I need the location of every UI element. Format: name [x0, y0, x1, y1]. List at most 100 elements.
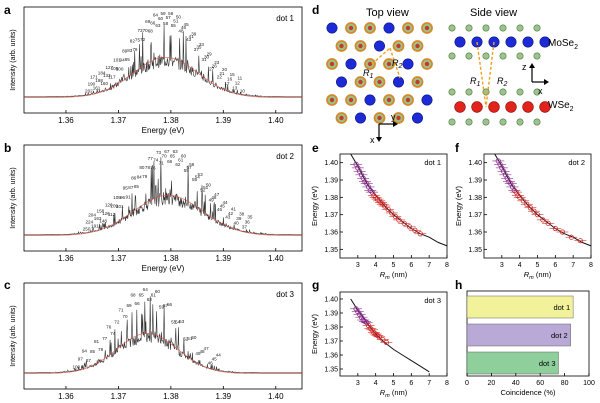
x-axis-label: Energy (eV): [142, 126, 185, 135]
x-axis-label: Rm (nm): [380, 388, 408, 399]
se-atom: [465, 24, 473, 32]
peak-label: 44: [216, 352, 222, 357]
peak-label: 21: [219, 71, 225, 76]
peak-label: 53: [179, 319, 185, 324]
spectrum-fit-line: [24, 194, 302, 236]
se-atom: [533, 88, 541, 96]
r2-label-top: R2: [392, 58, 403, 70]
y-tick-label: 1.39: [324, 311, 338, 318]
data-point: [520, 198, 526, 204]
peak-label: 57: [186, 165, 192, 170]
se-atom: [533, 24, 541, 32]
x-tick-label: 1.36: [58, 116, 74, 125]
w-atom-core: [415, 79, 420, 85]
peak-label: 87: [86, 358, 92, 363]
data-point: [380, 336, 386, 343]
peak-label: 120: [105, 203, 113, 208]
se-atom: [465, 118, 473, 126]
se-atom: [465, 88, 473, 96]
x-tick-label: 5: [392, 262, 396, 269]
peak-label: 94: [120, 58, 126, 63]
peak-label: 44: [222, 200, 228, 205]
data-point: [531, 208, 537, 214]
x-tick-label: 5: [536, 262, 540, 269]
peak-label: 50: [191, 335, 197, 340]
x-tick-label: 3: [500, 262, 504, 269]
peak-label: 56: [168, 11, 174, 16]
peak-label: 27: [209, 67, 215, 72]
peak-label: 80: [139, 165, 145, 170]
r2-label-side: R2: [497, 76, 508, 88]
w-atom-core: [358, 79, 363, 85]
peak-label: 160: [100, 81, 108, 86]
peak-label: 39: [236, 216, 242, 221]
peak-label: 79: [132, 47, 138, 52]
w-atom-core: [329, 61, 335, 67]
peak-label: 36: [245, 220, 251, 225]
coincidence-bar: [466, 323, 571, 347]
peak-label: 63: [155, 23, 161, 28]
w-atom-core: [396, 43, 401, 49]
x-tick-label: 4: [374, 380, 378, 387]
axis-z-label: z: [522, 62, 527, 72]
peak-label: 33: [199, 42, 205, 47]
data-point: [559, 229, 566, 235]
peak-label: 59: [161, 11, 167, 16]
x-tick-label: 6: [409, 262, 413, 269]
data-point: [568, 234, 574, 240]
data-point: [392, 213, 398, 219]
side-view-title: Side view: [470, 7, 517, 19]
peak-label: 158: [97, 208, 105, 213]
peak-label: 72: [140, 37, 146, 42]
x-axis-label: Rm (nm): [524, 270, 552, 281]
peak-label: 17: [224, 81, 230, 86]
y-tick-label: 1.37: [324, 212, 338, 219]
panel-label-h: h: [455, 278, 462, 292]
peak-label: 31: [201, 57, 207, 62]
peak-label: 204: [88, 213, 96, 218]
peak-label: 47: [204, 346, 210, 351]
mo-atom: [421, 94, 433, 106]
peak-label: 29: [207, 52, 213, 57]
peak-label: 67: [164, 149, 170, 154]
peak-label: 57: [163, 303, 169, 308]
mo-atom: [364, 94, 376, 106]
peak-label: 184: [98, 71, 106, 76]
zx-axis-indicator: z x: [522, 62, 549, 96]
peak-label: 30: [204, 54, 210, 59]
mo-atom: [522, 36, 534, 48]
peak-label: 96: [120, 195, 126, 200]
peak-label: 85: [125, 57, 131, 62]
bar-label: dot 3: [539, 359, 556, 368]
peak-label: 45: [184, 22, 190, 27]
w-atom-core: [348, 25, 354, 31]
panel-label-g: g: [312, 278, 319, 292]
peak-label: 60: [158, 16, 164, 21]
data-point: [381, 203, 388, 209]
mo-atom: [454, 36, 466, 48]
peak-label: 55: [171, 23, 177, 28]
se-atom: [448, 24, 456, 32]
w-atom: [471, 101, 483, 113]
peak-label: 85: [90, 349, 96, 354]
y-tick-label: 1.35: [468, 247, 482, 254]
x-tick-label: 1.37: [111, 254, 127, 263]
w-atom-core: [386, 61, 392, 67]
w-atom: [488, 101, 500, 113]
x-axis-label: Coincidence (%): [500, 388, 556, 397]
peak-label: 95: [123, 186, 129, 191]
plot-frame: [23, 6, 303, 114]
peak-label: 12: [235, 81, 241, 86]
spectrum-fit-line: [24, 56, 302, 98]
peak-label: 16: [227, 77, 233, 82]
panel-title: dot 1: [424, 158, 441, 167]
peak-label: 190: [88, 82, 96, 87]
peak-label: 101: [113, 57, 121, 62]
w-atom-core: [377, 79, 382, 85]
peak-label: 53: [198, 172, 204, 177]
x-tick-label: 1.40: [268, 254, 284, 263]
mo-atom: [373, 40, 385, 52]
peak-label: 76: [150, 166, 156, 171]
w-atom-core: [386, 97, 392, 103]
x-tick-label: 60: [536, 380, 544, 387]
